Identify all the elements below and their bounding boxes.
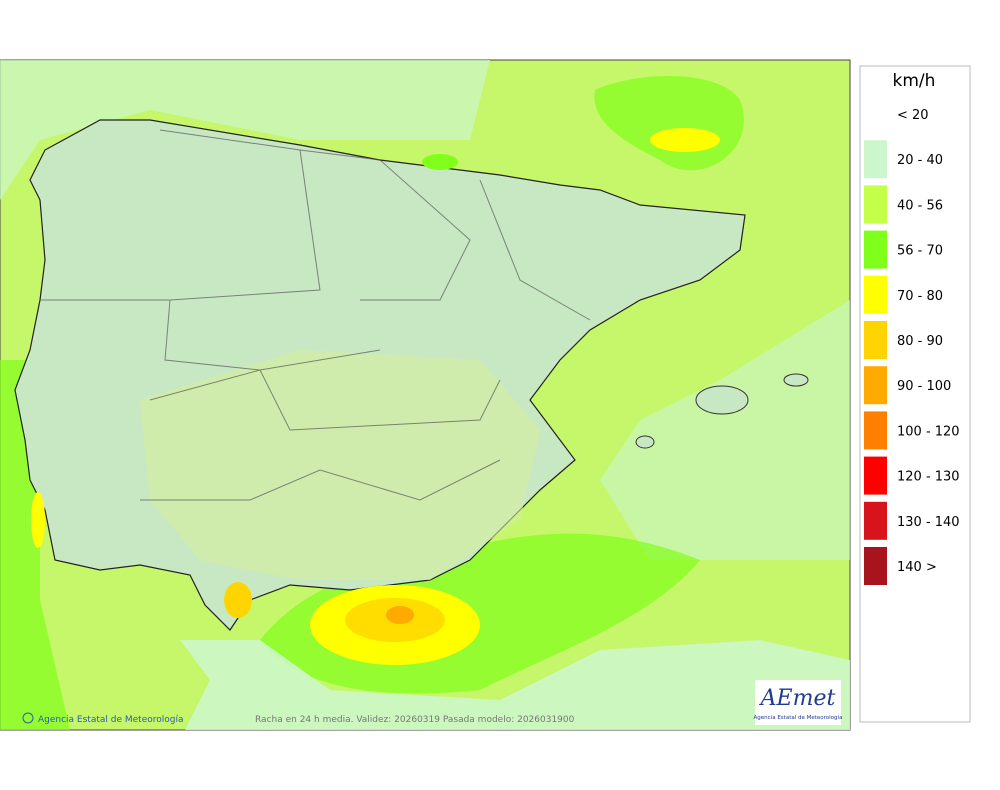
wind-zone [650, 128, 720, 152]
borders [40, 129, 591, 501]
copyright-icon [22, 712, 34, 724]
credit: Agencia Estatal de Meteorología [38, 715, 184, 725]
caption: Racha en 24 h media. Validez: 20260319 P… [255, 715, 575, 725]
wind-zone [386, 606, 414, 624]
legend-label: 20 - 40 [897, 153, 943, 168]
legend-swatch [864, 366, 887, 405]
africa [180, 640, 850, 730]
legend-title: km/h [893, 71, 936, 91]
map: Agencia Estatal de Meteorología Racha en… [0, 59, 851, 731]
legend-swatch [864, 456, 887, 495]
legend-label: 140 > [897, 560, 937, 575]
logo-box [755, 680, 841, 725]
legend: km/h < 20 20 - 40 40 - 56 56 - 70 70 - 80 80 … [859, 65, 971, 723]
legend-swatch [864, 547, 887, 585]
legend-label: 80 - 90 [897, 334, 943, 349]
legend-swatch [864, 140, 887, 179]
wind-zone [31, 492, 45, 548]
wind-zone [0, 60, 490, 200]
legend-swatch [864, 185, 887, 224]
legend-swatch [864, 501, 887, 540]
mallorca [695, 385, 749, 415]
legend-label: 120 - 130 [897, 470, 960, 485]
legend-label: 90 - 100 [897, 379, 951, 394]
legend-swatch [864, 321, 887, 359]
wind-zone [224, 582, 252, 618]
legend-label: 130 - 140 [897, 515, 960, 530]
wind-zone [140, 350, 540, 580]
legend-label: 40 - 56 [897, 198, 943, 213]
legend-label: 56 - 70 [897, 244, 943, 259]
menorca [783, 373, 809, 387]
legend-swatch [864, 275, 887, 314]
ibiza [635, 435, 655, 449]
legend-label: 70 - 80 [897, 289, 943, 304]
legend-swatch [864, 411, 887, 450]
legend-label: 100 - 120 [897, 424, 960, 439]
legend-label: < 20 [897, 108, 929, 123]
wind-zone [600, 300, 850, 560]
legend-swatch [864, 230, 887, 269]
logo: AEmet [759, 686, 836, 711]
wind-zone [422, 154, 458, 170]
logo-subtitle: Agencia Estatal de Meteorología [754, 714, 843, 721]
